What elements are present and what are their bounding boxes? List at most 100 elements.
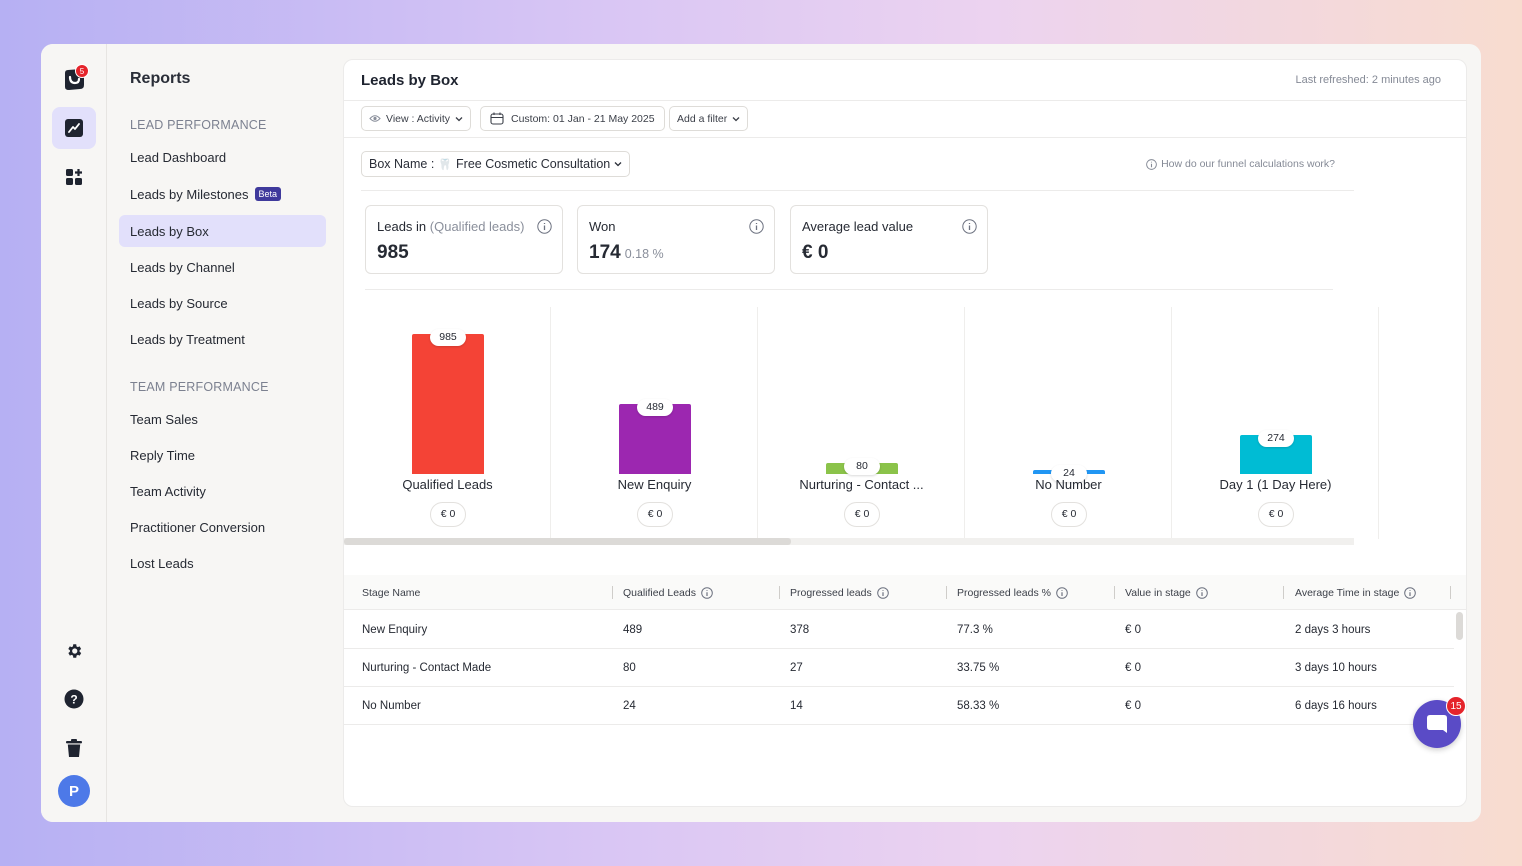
table-cell: € 0	[1125, 662, 1141, 674]
column-header[interactable]: Value in stage	[1125, 575, 1208, 610]
reports-nav-button[interactable]	[52, 107, 96, 149]
trash-icon	[66, 739, 82, 757]
beta-badge: Beta	[254, 187, 282, 201]
info-icon[interactable]	[1195, 586, 1208, 599]
user-avatar[interactable]: P	[58, 775, 90, 807]
column-separator[interactable]	[612, 586, 613, 599]
table-cell: 3 days 10 hours	[1295, 662, 1377, 674]
funnel-stage-name: New Enquiry	[617, 477, 692, 492]
divider	[344, 100, 1466, 101]
funnel-stage-value: € 0	[844, 502, 880, 527]
table-cell: 24	[623, 700, 636, 712]
funnel-stage-value: € 0	[637, 502, 673, 527]
settings-button[interactable]	[52, 630, 96, 672]
kpi-value: 174	[589, 242, 621, 263]
vertical-scrollbar[interactable]	[1456, 612, 1463, 640]
column-header[interactable]: Qualified Leads	[623, 575, 713, 610]
column-separator[interactable]	[1283, 586, 1284, 599]
funnel-count-label: 80	[844, 458, 880, 475]
funnel-stage[interactable]: 80 Nurturing - Contact ... € 0	[758, 307, 965, 539]
table-cell: € 0	[1125, 624, 1141, 636]
grid-add-icon	[66, 169, 82, 185]
funnel-stage-value: € 0	[1258, 502, 1294, 527]
nav-item-reply-time[interactable]: Reply Time	[130, 447, 196, 463]
funnel-count-label: 489	[637, 399, 673, 416]
nav-item-lost-leads[interactable]: Lost Leads	[130, 555, 194, 571]
column-separator[interactable]	[1450, 586, 1451, 599]
chevron-down-icon	[614, 162, 622, 167]
funnel-help-link[interactable]: How do our funnel calculations work?	[1146, 158, 1335, 170]
info-icon	[1146, 158, 1157, 170]
chart-line-icon	[65, 119, 83, 137]
chat-launcher-button[interactable]	[1413, 700, 1461, 748]
table-cell: 27	[790, 662, 803, 674]
info-icon[interactable]	[537, 219, 552, 234]
info-icon[interactable]	[1404, 586, 1417, 599]
nav-item-leads-by-milestones[interactable]: Leads by Milestones Beta	[119, 178, 326, 210]
funnel-bar[interactable]	[412, 334, 484, 474]
column-header[interactable]: Average Time in stage	[1295, 575, 1417, 610]
table-row[interactable]: Nurturing - Contact Made 80 27 33.75 % € 0 3 …	[344, 649, 1454, 687]
nav-item-leads-by-channel[interactable]: Leads by Channel	[130, 259, 235, 275]
box-name-selector[interactable]: Box Name : 🦷 Free Cosmetic Consultation	[361, 151, 631, 177]
column-header[interactable]: Progressed leads	[790, 575, 889, 610]
nav-item-lead-dashboard[interactable]: Lead Dashboard	[130, 149, 227, 165]
funnel-count-label: 985	[430, 329, 466, 346]
eye-icon	[369, 115, 381, 122]
nav-item-leads-by-treatment[interactable]: Leads by Treatment	[130, 331, 245, 347]
section-team-performance: TEAM PERFORMANCE	[130, 380, 269, 394]
scrollbar-thumb[interactable]	[344, 538, 791, 545]
icon-rail: 5 ?	[41, 44, 107, 822]
nav-item-leads-by-box[interactable]: Leads by Box	[119, 215, 326, 247]
funnel-stage[interactable]: 24 No Number € 0	[965, 307, 1172, 539]
reports-sidebar: Reports LEAD PERFORMANCE Lead Dashboard …	[108, 44, 336, 822]
add-filter-button[interactable]: Add a filter	[669, 106, 749, 131]
funnel-stage[interactable]: 489 New Enquiry € 0	[551, 307, 758, 539]
date-range-selector[interactable]: Custom: 01 Jan - 21 May 2025	[480, 106, 665, 131]
info-icon[interactable]	[876, 586, 889, 599]
table-cell: Nurturing - Contact Made	[362, 662, 492, 674]
funnel-stage-name: Nurturing - Contact ...	[799, 477, 924, 492]
divider	[361, 190, 1354, 191]
funnel-stage-name: No Number	[1035, 477, 1102, 492]
column-separator[interactable]	[946, 586, 947, 599]
nav-item-practitioner-conversion[interactable]: Practitioner Conversion	[130, 519, 266, 535]
funnel-stage-value: € 0	[430, 502, 466, 527]
table-row[interactable]: No Number 24 14 58.33 % € 0 6 days 16 hours	[344, 687, 1454, 725]
help-button[interactable]: ?	[52, 678, 96, 720]
column-separator[interactable]	[779, 586, 780, 599]
nav-item-leads-by-source[interactable]: Leads by Source	[130, 295, 228, 311]
column-separator[interactable]	[1114, 586, 1115, 599]
nav-item-team-sales[interactable]: Team Sales	[130, 411, 198, 427]
tooth-emoji: 🦷	[438, 158, 453, 171]
table-row[interactable]: New Enquiry 489 378 77.3 % € 0 2 days 3 hours	[344, 611, 1454, 649]
funnel-stage[interactable]: 985 Qualified Leads € 0	[344, 307, 551, 539]
info-icon[interactable]	[962, 219, 977, 234]
trash-button[interactable]	[52, 727, 96, 769]
dashboard-nav-button[interactable]	[52, 156, 96, 198]
funnel-stage[interactable]: 274 Day 1 (1 Day Here) € 0	[1172, 307, 1379, 539]
kpi-value: 985	[377, 242, 409, 263]
kpi-card-leads-in: Leads in (Qualified leads) 985	[365, 205, 563, 274]
nav-item-team-activity[interactable]: Team Activity	[130, 483, 206, 499]
chevron-down-icon	[732, 116, 740, 121]
horizontal-scrollbar[interactable]	[344, 538, 1354, 545]
info-icon[interactable]	[1056, 586, 1068, 599]
kpi-card-average-lead-value: Average lead value € 0	[790, 205, 988, 274]
info-icon[interactable]	[701, 586, 713, 599]
column-header[interactable]: Stage Name	[362, 586, 421, 599]
table-cell: 80	[623, 662, 636, 674]
column-header[interactable]: Progressed leads %	[957, 575, 1068, 610]
table-cell: 33.75 %	[957, 662, 1000, 674]
divider	[365, 289, 1333, 290]
section-lead-performance: LEAD PERFORMANCE	[130, 118, 267, 132]
divider	[344, 137, 1466, 138]
kpi-percentage: 0.18 %	[624, 247, 664, 261]
report-panel: Leads by Box Last refreshed: 2 minutes a…	[343, 59, 1467, 807]
info-icon[interactable]	[749, 219, 764, 234]
table-cell: New Enquiry	[362, 624, 428, 636]
table-cell: € 0	[1125, 700, 1141, 712]
view-selector[interactable]: View : Activity	[361, 106, 471, 131]
table-cell: 58.33 %	[957, 700, 1000, 712]
kpi-value: € 0	[802, 242, 829, 263]
